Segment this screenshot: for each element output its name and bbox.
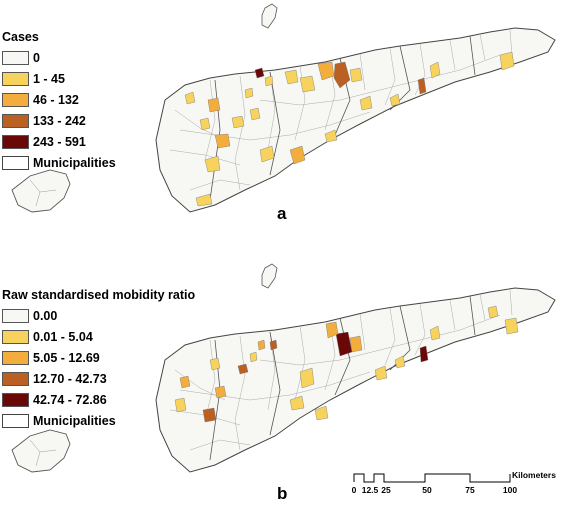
choropleth-cases: [184, 51, 515, 207]
enclave-oecusse-b: [11, 429, 71, 473]
legend-label: 0.00: [33, 308, 58, 323]
legend-label: Municipalities: [33, 413, 116, 428]
panel-label-b: b: [277, 484, 288, 503]
map-panel-b: [11, 263, 556, 473]
legend-swatch: [2, 134, 29, 149]
legend-label: Municipalities: [33, 155, 116, 170]
enclave-oecusse-a: [11, 169, 71, 213]
legend-swatch: [2, 71, 29, 86]
scale-tick-label: 100: [503, 485, 517, 495]
legend-item-2: 5.05 - 12.69: [2, 347, 195, 368]
legend-item-municipalities: Municipalities: [2, 410, 195, 431]
legend-swatch: [2, 50, 29, 65]
legend-swatch: [2, 113, 29, 128]
legend-panel-a: Cases 0 1 - 45 46 - 132 133 - 242 243 - …: [2, 30, 116, 173]
scale-tick-label: 0: [352, 485, 357, 495]
legend-item-2: 46 - 132: [2, 89, 116, 110]
legend-label: 5.05 - 12.69: [33, 350, 100, 365]
legend-swatch: [2, 350, 29, 365]
legend-label: 0.01 - 5.04: [33, 329, 93, 344]
legend-title: Cases: [2, 30, 39, 44]
legend-swatch: [2, 308, 29, 323]
legend-label: 12.70 - 42.73: [33, 371, 107, 386]
legend-item-0: 0: [2, 47, 116, 68]
legend-label: 243 - 591: [33, 134, 86, 149]
legend-swatch: [2, 92, 29, 107]
island-atauro-b: [261, 263, 278, 289]
choropleth-smr: [174, 305, 519, 423]
legend-label: 42.74 - 72.86: [33, 392, 107, 407]
mainland-a: [155, 27, 556, 213]
scale-tick-label: 50: [422, 485, 432, 495]
legend-swatch: [2, 371, 29, 386]
panel-label-a: a: [277, 204, 287, 223]
legend-panel-b: Raw standardised mobidity ratio 0.00 0.0…: [2, 288, 195, 431]
island-atauro-a: [261, 3, 278, 29]
scale-bar: 0 12.5 25 50 75 100 Kilometers: [352, 470, 557, 495]
municipality-swatch: [2, 155, 29, 170]
legend-item-municipalities: Municipalities: [2, 152, 116, 173]
scale-tick-label: 12.5: [362, 485, 379, 495]
scale-unit: Kilometers: [512, 470, 556, 480]
legend-item-0: 0.00: [2, 305, 195, 326]
legend-label: 0: [33, 50, 40, 65]
legend-item-3: 12.70 - 42.73: [2, 368, 195, 389]
scale-tick-label: 25: [381, 485, 391, 495]
legend-swatch: [2, 392, 29, 407]
legend-title: Raw standardised mobidity ratio: [2, 288, 196, 302]
legend-item-3: 133 - 242: [2, 110, 116, 131]
legend-label: 1 - 45: [33, 71, 65, 86]
mainland-b: [155, 287, 556, 473]
scale-tick-label: 75: [465, 485, 475, 495]
municipality-swatch: [2, 413, 29, 428]
legend-item-1: 1 - 45: [2, 68, 116, 89]
legend-label: 46 - 132: [33, 92, 79, 107]
legend-item-4: 42.74 - 72.86: [2, 389, 195, 410]
legend-label: 133 - 242: [33, 113, 86, 128]
map-panel-a: [11, 3, 556, 213]
legend-swatch: [2, 329, 29, 344]
legend-item-1: 0.01 - 5.04: [2, 326, 195, 347]
legend-item-4: 243 - 591: [2, 131, 116, 152]
